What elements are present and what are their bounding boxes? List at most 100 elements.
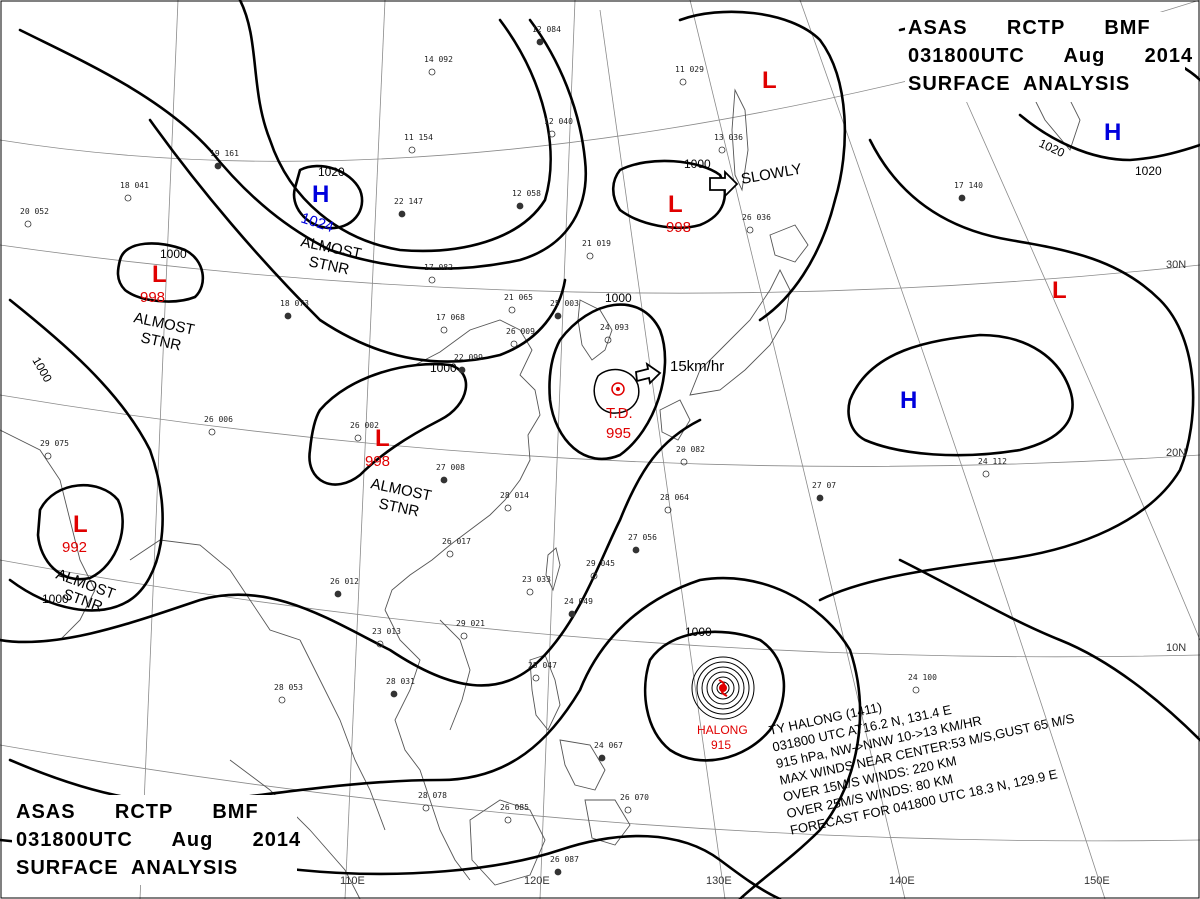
isobar-low-north-998 bbox=[611, 159, 727, 229]
station-plots: 12 084 14 092 11 029 19 161 11 154 12 040 12 0… bbox=[20, 25, 1007, 876]
low-center-pressure: 992 bbox=[62, 539, 87, 556]
parallel-0 bbox=[0, 744, 1200, 842]
station-marker bbox=[208, 428, 216, 436]
station-marker bbox=[460, 632, 468, 640]
header-bottom: ASAS RCTP BMF 031800UTC Aug 2014 SURFACE… bbox=[12, 795, 301, 885]
isobar-td-1000 bbox=[548, 303, 667, 461]
lon-label: 110E bbox=[340, 875, 365, 887]
lat-label: 10N bbox=[1166, 642, 1186, 654]
coast-sakhalin bbox=[731, 88, 749, 192]
station-marker bbox=[680, 458, 688, 466]
station-marker bbox=[440, 326, 448, 334]
td-pressure: 995 bbox=[606, 425, 631, 442]
low-center-letter: L bbox=[73, 511, 88, 538]
low-center-pressure: 998 bbox=[666, 219, 691, 236]
station-value: 11 029 bbox=[675, 65, 704, 74]
isobar-label: 1000 bbox=[160, 247, 187, 261]
station-marker bbox=[590, 572, 598, 580]
station-value: 18 041 bbox=[120, 181, 149, 190]
station-value: 25 003 bbox=[550, 299, 579, 308]
station-marker bbox=[214, 162, 222, 170]
high-center-letter: H bbox=[900, 387, 917, 414]
station-value: 17 082 bbox=[424, 263, 453, 272]
station-value: 14 092 bbox=[424, 55, 453, 64]
parallel-10n bbox=[0, 559, 1200, 658]
header-line-2: 031800UTC Aug 2014 bbox=[16, 829, 301, 851]
station-value: 28 031 bbox=[386, 677, 415, 686]
typhoon-name: HALONG bbox=[697, 723, 748, 737]
station-value: 27 056 bbox=[628, 533, 657, 542]
coast-hokkaido bbox=[769, 224, 809, 263]
isobar-low-west-998 bbox=[116, 242, 205, 303]
station-marker bbox=[912, 686, 920, 694]
ring-6 bbox=[691, 656, 755, 720]
td-speed-label: 15km/hr bbox=[670, 358, 724, 375]
slowly-arrow-icon bbox=[709, 169, 739, 199]
isobar-label: 1000 bbox=[42, 592, 69, 606]
station-marker bbox=[284, 312, 292, 320]
isobar-east-outer bbox=[818, 138, 1195, 602]
station-marker bbox=[408, 146, 416, 154]
low-center-letter: L bbox=[152, 261, 167, 288]
station-marker bbox=[376, 640, 384, 648]
station-value: 27 008 bbox=[436, 463, 465, 472]
station-marker bbox=[624, 806, 632, 814]
station-value: 24 093 bbox=[600, 323, 629, 332]
station-value: 28 064 bbox=[660, 493, 689, 502]
station-marker bbox=[568, 610, 576, 618]
parallel-30n bbox=[0, 244, 1200, 294]
low-center-letter: L bbox=[375, 425, 390, 452]
meridian-160e bbox=[929, 19, 1200, 641]
header-line-2: 031800UTC Aug 2014 bbox=[908, 45, 1193, 67]
station-marker bbox=[536, 38, 544, 46]
longitude-labels: 110E 120E 130E 140E 150E bbox=[340, 875, 1110, 887]
station-value: 23 013 bbox=[372, 627, 401, 636]
station-marker bbox=[504, 816, 512, 824]
station-marker bbox=[604, 336, 612, 344]
coast-indochina bbox=[384, 609, 471, 881]
station-value: 24 112 bbox=[978, 457, 1007, 466]
station-value: 22 099 bbox=[454, 353, 483, 362]
station-value: 27 07 bbox=[812, 481, 836, 490]
station-marker bbox=[44, 452, 52, 460]
station-value: 24 067 bbox=[594, 741, 623, 750]
isobar-ne-1020 bbox=[1018, 113, 1200, 162]
coast-luzon bbox=[529, 654, 561, 731]
station-value: 29 075 bbox=[40, 439, 69, 448]
coast-vietnam bbox=[439, 619, 471, 731]
typhoon-rings bbox=[691, 656, 755, 720]
meridian-140e bbox=[689, 0, 906, 899]
station-marker bbox=[446, 550, 454, 558]
isobar-china-belt bbox=[148, 118, 567, 363]
station-marker bbox=[458, 366, 466, 374]
station-value: 24 100 bbox=[908, 673, 937, 682]
lon-label: 120E bbox=[524, 875, 550, 887]
isobar-north-big bbox=[18, 18, 588, 270]
station-marker bbox=[554, 312, 562, 320]
lat-label: 30N bbox=[1166, 259, 1186, 271]
station-value: 21 019 bbox=[582, 239, 611, 248]
isobar-label: 1000 bbox=[684, 157, 711, 171]
header-line-3: SURFACE ANALYSIS bbox=[16, 857, 238, 879]
header-line-1: ASAS RCTP BMF bbox=[908, 17, 1151, 39]
station-marker bbox=[958, 194, 966, 202]
typhoon-pressure: 915 bbox=[711, 738, 731, 752]
latitude-labels: 30N 20N 10N bbox=[1166, 259, 1186, 654]
pressure-systems: L 998 L 998 L 992 L 998 L L H 1024 H H bbox=[62, 67, 1121, 556]
station-value: 22 147 bbox=[394, 197, 423, 206]
low-center-letter: L bbox=[762, 67, 777, 94]
isobar-label: 1000 bbox=[605, 291, 632, 305]
station-marker bbox=[982, 470, 990, 478]
lon-label: 140E bbox=[889, 875, 915, 887]
station-marker bbox=[718, 146, 726, 154]
low-center-pressure: 998 bbox=[140, 289, 165, 306]
meridian-110e bbox=[344, 0, 386, 899]
isobar-label: 1020 bbox=[1135, 164, 1162, 178]
station-marker bbox=[554, 868, 562, 876]
station-marker bbox=[24, 220, 32, 228]
station-value: 12 058 bbox=[512, 189, 541, 198]
isobar-east-south bbox=[898, 558, 1200, 742]
station-value: 26 036 bbox=[742, 213, 771, 222]
station-value: 26 070 bbox=[620, 793, 649, 802]
